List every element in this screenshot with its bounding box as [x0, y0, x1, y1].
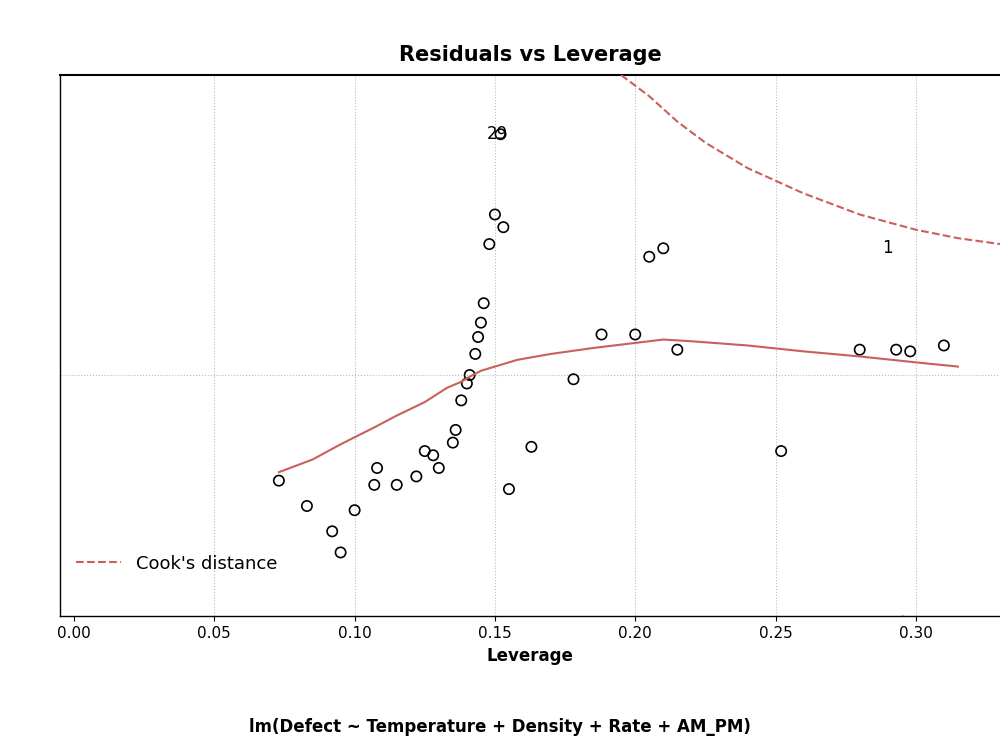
Point: [299, 500, 315, 512]
Point: [459, 378, 475, 390]
Point: [476, 297, 492, 309]
Point: [431, 462, 447, 474]
Point: [594, 328, 610, 340]
Point: [495, 221, 511, 233]
Point: [627, 328, 643, 340]
Point: [366, 479, 382, 491]
Point: [462, 369, 478, 381]
Point: [425, 449, 441, 461]
Point: [852, 344, 868, 356]
Text: 1: 1: [882, 240, 893, 258]
Point: [467, 348, 483, 360]
Point: [470, 331, 486, 343]
Point: [271, 475, 287, 487]
Point: [389, 479, 405, 491]
Point: [565, 373, 581, 385]
X-axis label: Leverage: Leverage: [487, 647, 573, 665]
Point: [523, 441, 539, 453]
Point: [936, 339, 952, 351]
Point: [473, 317, 489, 329]
Point: [417, 445, 433, 457]
Point: [453, 394, 469, 406]
Point: [324, 526, 340, 538]
Point: [501, 483, 517, 495]
Text: 29: 29: [487, 125, 508, 143]
Point: [481, 238, 497, 250]
Legend: Cook's distance: Cook's distance: [69, 547, 284, 580]
Point: [448, 424, 464, 436]
Point: [408, 470, 424, 482]
Point: [369, 462, 385, 474]
Point: [655, 243, 671, 255]
Point: [333, 547, 349, 559]
Point: [445, 436, 461, 448]
Point: [487, 209, 503, 221]
Title: Residuals vs Leverage: Residuals vs Leverage: [399, 45, 661, 65]
Point: [902, 345, 918, 357]
Point: [347, 504, 363, 516]
Point: [493, 128, 509, 140]
Point: [888, 344, 904, 356]
Point: [773, 445, 789, 457]
Point: [669, 344, 685, 356]
Point: [641, 251, 657, 263]
Text: lm(Defect ~ Temperature + Density + Rate + AM_PM): lm(Defect ~ Temperature + Density + Rate…: [249, 718, 751, 736]
